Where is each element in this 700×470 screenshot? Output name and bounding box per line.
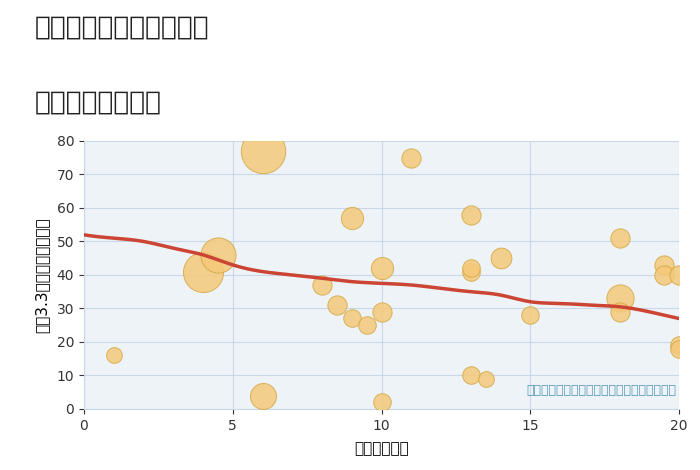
Point: [376, 308, 387, 315]
Y-axis label: 坪（3.3㎡）単価（万円）: 坪（3.3㎡）単価（万円）: [35, 217, 50, 333]
Point: [346, 315, 357, 322]
Point: [465, 372, 476, 379]
Point: [659, 271, 670, 279]
Point: [614, 295, 625, 302]
Point: [376, 399, 387, 406]
Point: [659, 261, 670, 269]
X-axis label: 駅距離（分）: 駅距離（分）: [354, 441, 409, 456]
Point: [525, 311, 536, 319]
Point: [331, 301, 342, 309]
Point: [673, 342, 685, 349]
Point: [406, 154, 417, 162]
Point: [376, 265, 387, 272]
Point: [480, 375, 491, 383]
Point: [465, 265, 476, 272]
Point: [257, 147, 268, 155]
Text: 円の大きさは、取引のあった物件面積を示す: 円の大きさは、取引のあった物件面積を示す: [526, 384, 676, 397]
Point: [673, 345, 685, 352]
Point: [614, 308, 625, 315]
Point: [361, 321, 372, 329]
Point: [108, 352, 119, 359]
Point: [465, 211, 476, 219]
Point: [495, 254, 506, 262]
Point: [257, 392, 268, 399]
Point: [614, 235, 625, 242]
Point: [197, 268, 209, 275]
Text: 駅距離別土地価格: 駅距離別土地価格: [35, 89, 162, 115]
Text: 奈良県奈良市上深川町の: 奈良県奈良市上深川町の: [35, 14, 209, 40]
Point: [212, 251, 223, 258]
Point: [673, 271, 685, 279]
Point: [465, 268, 476, 275]
Point: [316, 281, 328, 289]
Point: [346, 214, 357, 222]
